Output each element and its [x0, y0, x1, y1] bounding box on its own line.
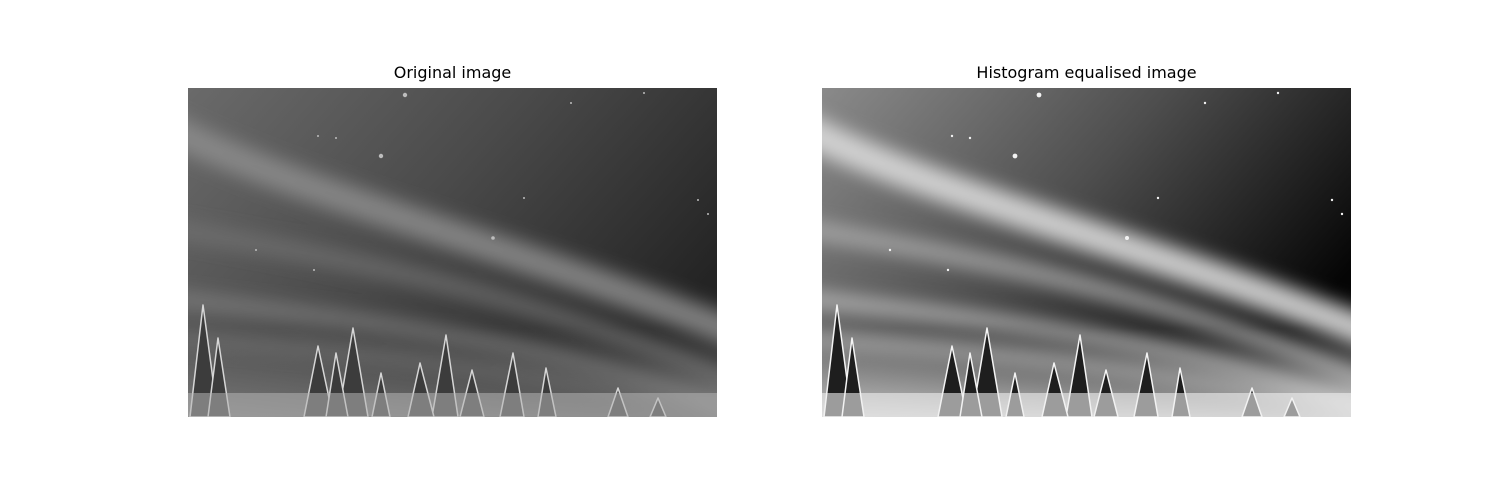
original-image: [188, 88, 717, 417]
original-image-title: Original image: [393, 63, 512, 82]
equalised-image-title: Histogram equalised image: [976, 63, 1197, 82]
equalised-image: [822, 88, 1351, 417]
